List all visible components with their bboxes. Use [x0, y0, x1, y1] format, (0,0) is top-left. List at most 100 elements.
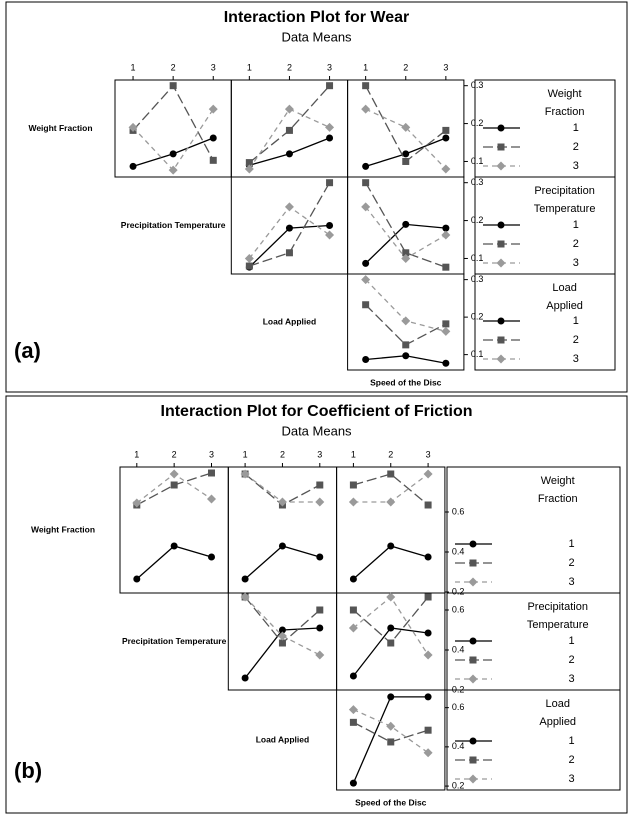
- marker: [209, 134, 217, 142]
- y-tick-label: 0.3: [471, 80, 484, 90]
- legend-title: Load: [545, 698, 569, 710]
- legend-label: 2: [568, 754, 574, 766]
- y-tick-label: 0.6: [452, 702, 465, 712]
- marker: [468, 674, 478, 684]
- legend-title: Temperature: [527, 619, 589, 631]
- marker: [423, 650, 433, 660]
- legend-label: 3: [573, 160, 579, 172]
- marker: [128, 122, 138, 132]
- marker: [169, 150, 177, 158]
- marker: [209, 156, 217, 164]
- marker: [497, 240, 505, 248]
- figure-label: (a): [14, 338, 41, 363]
- x-tick-label: 3: [209, 449, 214, 459]
- marker: [208, 104, 218, 114]
- marker: [387, 693, 395, 701]
- marker: [469, 737, 477, 745]
- marker: [386, 592, 396, 602]
- marker: [496, 258, 506, 268]
- legend-label: 3: [573, 353, 579, 365]
- legend-label: 3: [568, 773, 574, 785]
- marker: [316, 624, 324, 632]
- x-tick-label: 2: [280, 449, 285, 459]
- marker: [387, 542, 395, 550]
- marker: [497, 143, 505, 151]
- legend-title: Weight: [548, 88, 582, 100]
- legend-title: Temperature: [534, 203, 596, 215]
- marker: [424, 726, 432, 734]
- panel: [347, 273, 465, 371]
- marker: [442, 224, 450, 232]
- x-tick-label: 3: [443, 62, 448, 72]
- legend-label: 1: [573, 122, 579, 134]
- marker: [349, 672, 357, 680]
- marker: [349, 606, 357, 614]
- series-line: [132, 84, 214, 161]
- figure-border: [5, 1, 628, 393]
- legend-box: [446, 689, 621, 791]
- series-line: [248, 224, 330, 268]
- marker: [402, 352, 410, 360]
- marker: [326, 134, 334, 142]
- marker: [497, 317, 505, 325]
- marker: [442, 320, 450, 328]
- marker: [387, 624, 395, 632]
- marker: [285, 150, 293, 158]
- marker: [442, 359, 450, 367]
- marker: [402, 220, 410, 228]
- y-tick-label: 0.6: [452, 506, 465, 516]
- legend-label: 3: [568, 576, 574, 588]
- y-tick-label: 0.2: [471, 312, 484, 322]
- y-tick-label: 0.2: [471, 215, 484, 225]
- marker: [240, 592, 250, 602]
- x-tick-label: 2: [171, 62, 176, 72]
- x-tick-label: 1: [247, 62, 252, 72]
- marker: [349, 481, 357, 489]
- x-tick-label: 2: [287, 62, 292, 72]
- legend-title: Applied: [539, 716, 576, 728]
- series-line: [353, 473, 429, 506]
- x-tick-label: 1: [363, 62, 368, 72]
- series-line: [132, 108, 214, 172]
- marker: [348, 497, 358, 507]
- marker: [315, 497, 325, 507]
- marker: [349, 575, 357, 583]
- factor-label: Speed of the Disc: [355, 797, 427, 807]
- marker: [316, 481, 324, 489]
- marker: [387, 470, 395, 478]
- legend-label: 1: [568, 635, 574, 647]
- marker: [424, 593, 432, 601]
- series-line: [365, 108, 447, 170]
- marker: [362, 82, 370, 90]
- marker: [316, 553, 324, 561]
- marker: [361, 104, 371, 114]
- legend-title: Precipitation: [534, 185, 595, 197]
- legend-box: [446, 466, 621, 594]
- x-tick-label: 1: [131, 62, 136, 72]
- y-tick-label: 0.1: [471, 253, 484, 263]
- legend-label: 2: [568, 654, 574, 666]
- x-tick-label: 2: [403, 62, 408, 72]
- marker: [245, 262, 253, 270]
- marker: [402, 249, 410, 257]
- x-tick-label: 2: [172, 449, 177, 459]
- marker: [424, 501, 432, 509]
- marker: [207, 469, 215, 477]
- legend-label: 3: [573, 257, 579, 269]
- marker: [284, 104, 294, 114]
- marker: [441, 326, 451, 336]
- marker: [401, 316, 411, 326]
- y-tick-label: 0.2: [452, 586, 465, 596]
- marker: [387, 738, 395, 746]
- marker: [326, 82, 334, 90]
- y-tick-label: 0.2: [452, 780, 465, 790]
- marker: [362, 301, 370, 309]
- marker: [424, 629, 432, 637]
- marker: [424, 553, 432, 561]
- y-tick-label: 0.6: [452, 604, 465, 614]
- marker: [386, 497, 396, 507]
- marker: [132, 498, 142, 508]
- series-line: [244, 545, 320, 580]
- legend-label: 2: [573, 141, 579, 153]
